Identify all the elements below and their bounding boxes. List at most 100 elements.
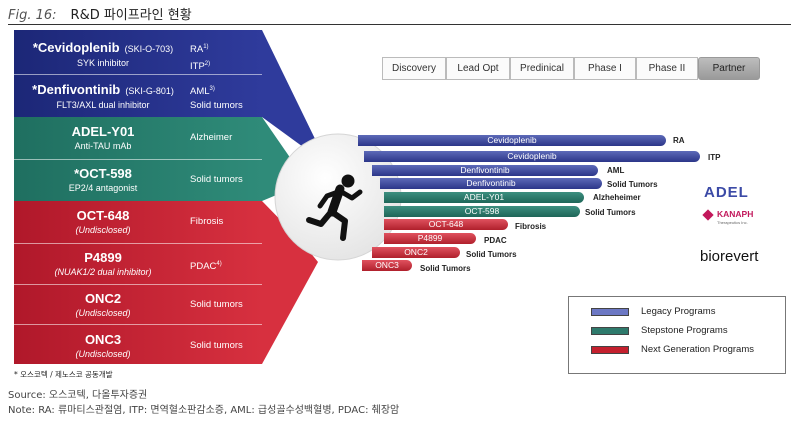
bar-oct-648: OCT-648 (384, 219, 508, 230)
drug-code: (SKI-O-703) (124, 44, 174, 54)
legacy-panel (14, 30, 262, 117)
drug-mechanism: (Undisclosed) (75, 349, 131, 359)
drug-mechanism: FLT3/AXL dual inhibitor (56, 100, 150, 110)
legend: Legacy Programs Stepstone Programs Next … (568, 296, 786, 374)
biorevert-logo: biorevert (700, 248, 759, 265)
drug-code: (SKI-G-801) (125, 86, 174, 96)
bar-indication: RA (673, 136, 685, 145)
panel-divider (14, 243, 262, 244)
bar-indication: ITP (708, 153, 721, 162)
drug-name-block: *OCT-598 EP2/4 antagonist (18, 166, 188, 195)
drug-name-block: P4899 (NUAK1/2 dual inhibitor) (18, 250, 188, 279)
adel-logo: ADEL (704, 184, 749, 201)
drug-name: *Denfivontinib (32, 82, 121, 97)
indication: AML (190, 86, 210, 98)
kanaph-logo: KANAPH Therapeutics Inc. (702, 208, 766, 228)
drug-indications: PDAC4) (190, 257, 262, 274)
footnote-marker: 1) (203, 44, 209, 50)
drug-name-block: ONC2 (Undisclosed) (18, 291, 188, 320)
bar-indication: Fibrosis (515, 222, 547, 231)
bar-cevidoplenib-itp: Cevidoplenib (364, 151, 700, 162)
drug-indications: Alzheimer (190, 131, 262, 145)
drug-name-block: ONC3 (Undisclosed) (18, 332, 188, 361)
stage-phase-1: Phase I (574, 57, 636, 80)
bar-indication: PDAC (484, 236, 507, 245)
drug-name: ONC3 (84, 332, 122, 347)
footnote-marker: 3) (209, 86, 215, 92)
legend-label: Stepstone Programs (641, 325, 728, 336)
bar-indication: AML (607, 166, 625, 175)
footnote: * 오스코텍 / 제노스코 공동개발 (14, 370, 113, 379)
drug-name: ONC2 (84, 291, 122, 306)
legend-swatch (591, 327, 629, 335)
drug-indications: Solid tumors (190, 298, 262, 312)
indication: RA (190, 44, 204, 56)
drug-mechanism: (NUAK1/2 dual inhibitor) (54, 267, 152, 277)
stage-partner: Partner (698, 57, 760, 80)
drug-name-block: OCT-648 (Undisclosed) (18, 208, 188, 237)
drug-mechanism: (Undisclosed) (75, 308, 131, 318)
legacy-funnel (262, 30, 318, 152)
next-gen-panel (14, 201, 262, 364)
stage-discovery: Discovery (382, 57, 446, 80)
stage-preclinical: Predinical (510, 57, 574, 80)
bar-indication: Solid Tumors (607, 180, 658, 189)
figure-title: Fig. 16: R&D 파이프라인 현황 (8, 4, 192, 24)
legend-swatch (591, 308, 629, 316)
bar-indication: Solid Tumors (466, 250, 517, 259)
indication: Solid tumors (190, 100, 243, 112)
drug-name: OCT-648 (76, 208, 130, 223)
legend-label: Next Generation Programs (641, 344, 754, 355)
drug-name: P4899 (84, 250, 122, 265)
drug-mechanism: Anti-TAU mAb (74, 141, 132, 151)
legend-swatch (591, 346, 629, 354)
drug-mechanism: SYK inhibitor (76, 58, 130, 68)
drug-indications: RA1) ITP2) (190, 40, 262, 74)
source-line: Source: 오스코텍, 다올투자증권 (8, 390, 148, 401)
drug-mechanism: (Undisclosed) (75, 225, 131, 235)
stage-lead-opt: Lead Opt (446, 57, 510, 80)
bar-indication: Solid Tumors (585, 208, 636, 217)
figure-heading: R&D 파이프라인 현황 (70, 8, 192, 23)
drug-name-block: *Denfivontinib (SKI-G-801) FLT3/AXL dual… (18, 82, 188, 112)
indication: Solid tumors (190, 299, 243, 310)
kanaph-mark-icon (702, 209, 714, 221)
figure-label: Fig. 16: (8, 8, 57, 23)
footnote-marker: 2) (204, 61, 211, 68)
bar-cevidoplenib-ra: Cevidoplenib (358, 135, 666, 146)
stage-phase-2: Phase II (636, 57, 698, 80)
next-gen-funnel (262, 201, 318, 364)
drug-indications: Solid tumors (190, 173, 262, 187)
indication: Fibrosis (190, 216, 224, 227)
bar-p4899: P4899 (384, 233, 476, 244)
bar-onc2: ONC2 (372, 247, 460, 258)
bar-indication: Solid Tumors (420, 264, 471, 273)
bar-denfivontinib-aml: Denfivontinib (372, 165, 598, 176)
note-line: Note: RA: 류마티스관절염, ITP: 면역혈소판감소증, AML: 급… (8, 405, 400, 416)
bar-oct-598: OCT-598 (384, 206, 580, 217)
indication: Solid tumors (190, 174, 243, 185)
drug-mechanism: EP2/4 antagonist (68, 183, 138, 193)
bar-indication: Alzheheimer (593, 193, 641, 202)
drug-indications: Fibrosis (190, 215, 262, 229)
bar-adel-y01: ADEL-Y01 (384, 192, 584, 203)
indication: Alzheimer (190, 132, 233, 143)
panel-divider (14, 74, 262, 75)
bar-onc3: ONC3 (362, 260, 412, 271)
title-divider (8, 24, 791, 25)
panel-divider (14, 284, 262, 285)
drug-name-block: ADEL-Y01 Anti-TAU mAb (18, 124, 188, 153)
indication: ITP (190, 61, 205, 73)
drug-indications: AML3) Solid tumors (190, 82, 262, 113)
kanaph-subtitle: Therapeutics Inc. (717, 220, 748, 225)
drug-name: ADEL-Y01 (71, 124, 135, 139)
kanaph-name: KANAPH (717, 209, 754, 219)
footnote-marker: 4) (216, 261, 222, 267)
indication: Solid tumors (190, 340, 243, 351)
drug-indications: Solid tumors (190, 339, 262, 353)
panel-divider (14, 324, 262, 325)
indication: PDAC (190, 261, 217, 273)
bar-denfivontinib-solid: Denfivontinib (380, 178, 602, 189)
running-person-icon (306, 174, 363, 241)
